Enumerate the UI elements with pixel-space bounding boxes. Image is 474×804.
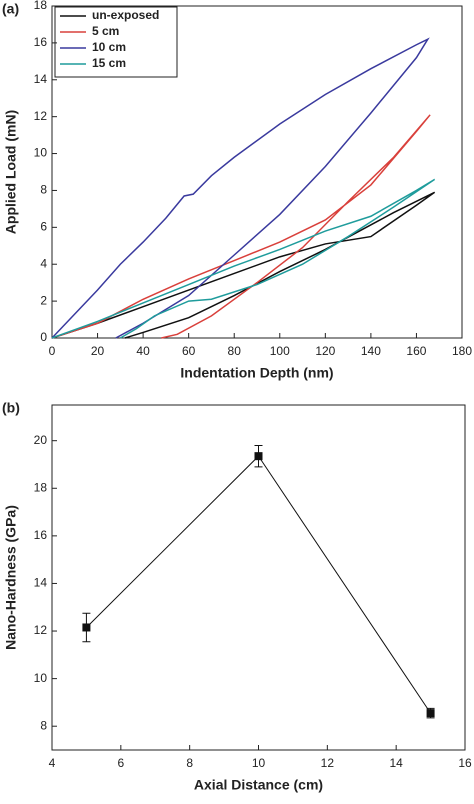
y-tick-label: 10 (34, 671, 48, 685)
y-tick-label: 0 (40, 330, 47, 344)
curve (51, 191, 436, 339)
y-tick-label: 8 (40, 718, 47, 732)
x-tick-label: 180 (452, 344, 472, 358)
marker (82, 623, 91, 632)
marker (254, 452, 263, 461)
x-tick-label: 8 (186, 756, 193, 770)
y-tick-label: 12 (34, 109, 48, 123)
x-tick-label: 4 (49, 756, 56, 770)
x-tick-label: 16 (458, 756, 472, 770)
x-tick-label: 140 (361, 344, 381, 358)
x-tick-label: 6 (117, 756, 124, 770)
y-tick-label: 6 (40, 220, 47, 234)
y-tick-label: 20 (34, 433, 48, 447)
y-axis-title: Nano-Hardness (GPa) (3, 505, 19, 650)
y-tick-label: 14 (34, 576, 48, 590)
line (86, 455, 431, 714)
y-tick-label: 12 (34, 623, 48, 637)
legend-label: 10 cm (92, 40, 126, 54)
x-axis-title: Indentation Depth (nm) (180, 365, 333, 381)
panel-label: (a) (2, 1, 19, 17)
legend-label: un-exposed (92, 8, 159, 22)
x-axis-title: Axial Distance (cm) (194, 777, 323, 793)
x-tick-label: 80 (228, 344, 242, 358)
x-tick-label: 60 (182, 344, 196, 358)
x-tick-label: 10 (252, 756, 266, 770)
x-tick-label: 14 (389, 756, 403, 770)
y-tick-label: 16 (34, 528, 48, 542)
legend-frame (54, 6, 178, 78)
y-tick-label: 2 (40, 293, 47, 307)
y-tick-label: 18 (34, 480, 48, 494)
x-tick-label: 100 (270, 344, 290, 358)
plot-frame (51, 5, 463, 339)
legend-label: 5 cm (92, 24, 119, 38)
curve (51, 114, 431, 339)
x-tick-label: 160 (406, 344, 426, 358)
legend-label: 15 cm (92, 56, 126, 70)
y-tick-label: 18 (34, 0, 48, 12)
y-axis-title: Applied Load (mN) (3, 110, 19, 234)
y-tick-label: 8 (40, 183, 47, 197)
panel-label: (b) (2, 400, 20, 416)
y-tick-label: 16 (34, 35, 48, 49)
marker (426, 709, 435, 718)
y-tick-label: 4 (40, 256, 47, 270)
x-tick-label: 40 (136, 344, 150, 358)
y-tick-label: 14 (34, 72, 48, 86)
x-tick-label: 20 (91, 344, 105, 358)
x-tick-label: 0 (49, 344, 56, 358)
curve (51, 178, 436, 339)
y-tick-label: 10 (34, 146, 48, 160)
x-tick-label: 120 (315, 344, 335, 358)
curve (51, 37, 430, 339)
x-tick-label: 12 (321, 756, 335, 770)
